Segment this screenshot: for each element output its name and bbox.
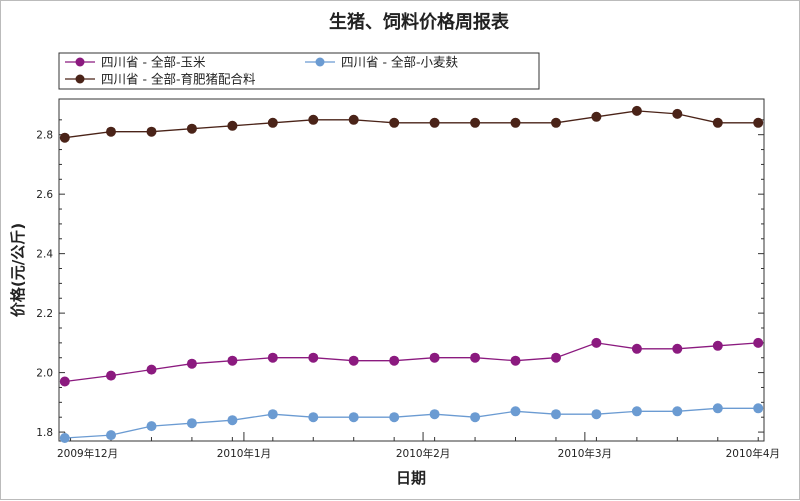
legend-marker-corn	[75, 57, 85, 67]
data-point-corn	[267, 352, 278, 363]
series-line-pig-feed	[64, 110, 759, 139]
x-tick-label: 2010年1月	[217, 447, 271, 460]
data-point-wheat-bran	[106, 430, 116, 441]
x-tick-label: 2009年12月	[57, 447, 118, 460]
data-point-corn	[551, 352, 561, 363]
data-point-pig-feed	[59, 132, 70, 143]
y-tick-label: 1.8	[36, 427, 53, 439]
data-point-wheat-bran	[591, 409, 602, 420]
legend-marker-pig-feed	[75, 74, 85, 84]
data-point-wheat-bran	[59, 433, 70, 443]
data-point-wheat-bran	[672, 406, 683, 417]
data-point-corn	[389, 355, 400, 366]
data-point-corn	[591, 337, 602, 348]
data-point-pig-feed	[672, 108, 683, 119]
data-point-pig-feed	[186, 123, 197, 134]
x-tick-label: 2010年4月	[726, 447, 780, 460]
y-axis: 1.8 2.0 2.2 2.4 2.6 2.8	[36, 119, 764, 439]
data-point-corn	[712, 340, 723, 351]
data-point-corn	[429, 352, 440, 363]
data-point-pig-feed	[429, 117, 440, 128]
data-point-pig-feed	[591, 111, 602, 122]
data-point-pig-feed	[308, 114, 319, 125]
data-point-wheat-bran	[267, 409, 278, 420]
x-axis-title: 日期	[396, 469, 426, 487]
legend-label-pig-feed: 四川省 - 全部-育肥猪配合料	[101, 72, 256, 87]
y-tick-label: 2.6	[36, 189, 53, 201]
x-tick-label: 2010年2月	[396, 447, 450, 460]
series-layer	[59, 105, 764, 443]
data-point-wheat-bran	[712, 403, 723, 414]
legend-marker-wheat-bran	[315, 57, 325, 67]
data-point-wheat-bran	[308, 412, 319, 423]
data-point-wheat-bran	[348, 412, 359, 423]
y-tick-label: 2.0	[36, 368, 53, 380]
legend-label-wheat-bran: 四川省 - 全部-小麦麸	[341, 55, 458, 70]
data-point-corn	[348, 355, 359, 366]
legend-label-corn: 四川省 - 全部-玉米	[101, 55, 206, 70]
plot-area	[58, 98, 765, 442]
data-point-wheat-bran	[631, 406, 642, 417]
data-point-wheat-bran	[389, 412, 400, 423]
data-point-pig-feed	[631, 105, 642, 116]
legend-box	[58, 52, 540, 90]
y-tick-label: 2.8	[36, 130, 53, 142]
data-point-wheat-bran	[186, 418, 197, 429]
data-point-pig-feed	[712, 117, 723, 128]
data-point-corn	[672, 343, 683, 354]
data-point-pig-feed	[470, 117, 481, 128]
data-point-wheat-bran	[551, 409, 561, 420]
data-point-corn	[146, 364, 157, 375]
data-point-pig-feed	[510, 117, 521, 128]
data-point-pig-feed	[227, 120, 238, 131]
y-axis-title: 价格(元/公斤)	[9, 223, 27, 317]
data-point-corn	[59, 376, 70, 387]
data-point-corn	[510, 355, 521, 366]
data-point-wheat-bran	[510, 406, 521, 417]
chart-title: 生猪、饲料价格周报表	[329, 11, 510, 33]
data-point-corn	[631, 343, 642, 354]
data-point-pig-feed	[106, 126, 116, 137]
data-point-pig-feed	[146, 126, 157, 137]
data-point-corn	[753, 337, 764, 348]
series-line-wheat-bran	[64, 407, 759, 439]
data-point-pig-feed	[267, 117, 278, 128]
x-axis: 2009年12月 2010年1月 2010年2月 2010年3月 2010年4月	[57, 432, 780, 460]
data-point-pig-feed	[551, 117, 561, 128]
data-point-wheat-bran	[227, 415, 238, 426]
data-point-pig-feed	[753, 117, 764, 128]
legend: 四川省 - 全部-玉米 四川省 - 全部-小麦麸 四川省 - 全部-育肥猪配合料	[58, 52, 540, 90]
data-point-wheat-bran	[146, 421, 157, 432]
y-tick-label: 2.4	[36, 249, 53, 261]
data-point-corn	[227, 355, 238, 366]
data-point-corn	[106, 370, 116, 381]
data-point-wheat-bran	[429, 409, 440, 420]
data-point-wheat-bran	[470, 412, 481, 423]
data-point-corn	[186, 358, 197, 369]
series-line-corn	[64, 342, 759, 383]
x-tick-label: 2010年3月	[558, 447, 612, 460]
data-point-corn	[308, 352, 319, 363]
data-point-pig-feed	[389, 117, 400, 128]
data-point-corn	[470, 352, 481, 363]
y-tick-label: 2.2	[36, 308, 53, 320]
data-point-pig-feed	[348, 114, 359, 125]
data-point-wheat-bran	[753, 403, 764, 414]
